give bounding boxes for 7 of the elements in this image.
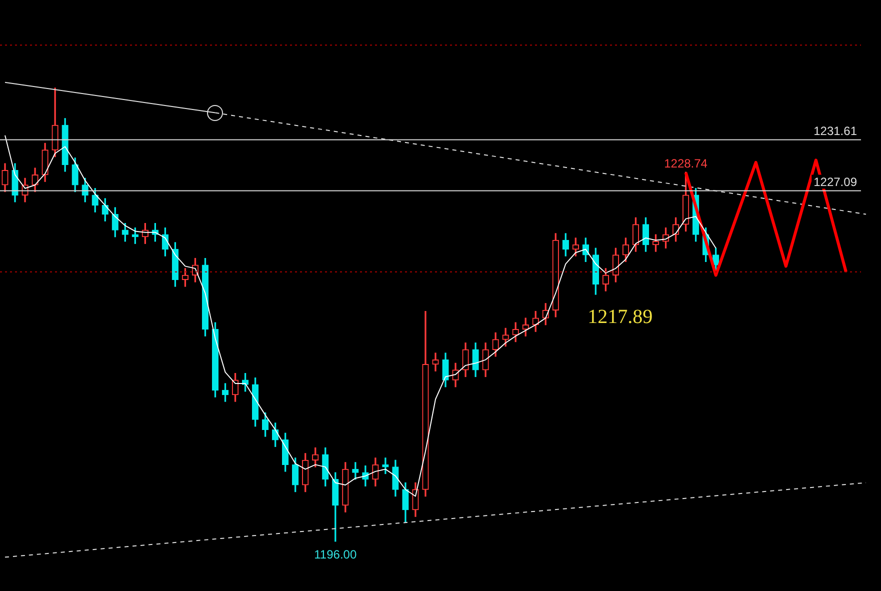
annotation: 1196.00: [314, 548, 357, 562]
candlestick: [432, 352, 439, 372]
annotation: 1217.89: [588, 306, 653, 328]
ref-line-label: 1227.09: [814, 175, 858, 190]
ref-line-label: 1231.61: [814, 124, 858, 138]
candlestick: [382, 458, 389, 474]
annotation: 1228.74: [664, 156, 708, 170]
